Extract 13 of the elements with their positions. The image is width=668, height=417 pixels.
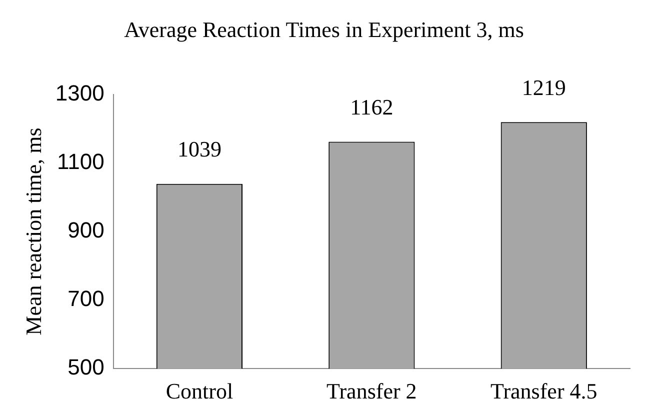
y-tick-label: 700 [68,286,104,312]
y-tick-label: 1300 [55,80,104,106]
y-axis-title: Mean reaction time, ms [20,128,46,336]
x-tick-label: Transfer 2 [326,378,417,404]
chart-title: Average Reaction Times in Experiment 3, ms [124,16,524,42]
data-label: 1039 [177,136,222,162]
data-label: 1219 [522,74,566,100]
x-tick-label: Control [166,378,234,404]
y-tick-label: 900 [68,218,104,243]
x-tick-label: Transfer 4.5 [490,378,598,404]
y-tick-label: 500 [68,354,104,380]
y-tick-label: 1100 [57,149,104,174]
data-label: 1162 [350,94,394,120]
